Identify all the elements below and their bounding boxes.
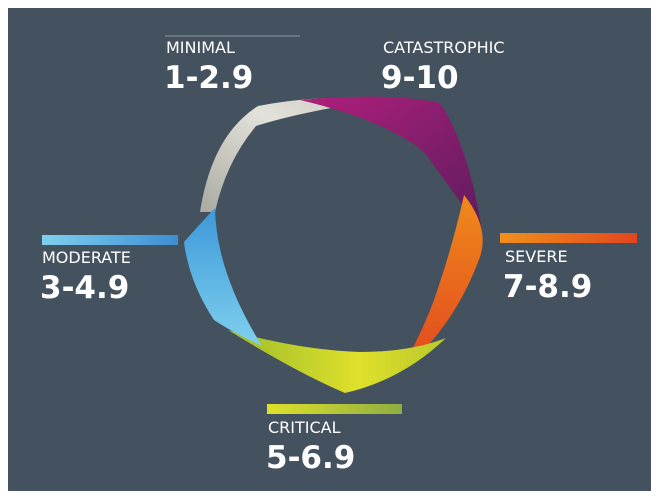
ribbon-moderate [184,208,262,346]
label: SEVERE [505,247,568,266]
bar-severe [500,233,637,243]
label: MINIMAL [166,38,235,57]
range: 7-8.9 [503,269,592,305]
range: 1-2.9 [164,60,253,96]
bar-critical [267,404,402,414]
range: 9-10 [381,60,459,96]
ribbon-minimal [200,98,378,212]
range: 3-4.9 [40,270,129,306]
bar-moderate [42,235,178,245]
ribbon-catastrophic [300,96,482,232]
range: 5-6.9 [266,440,355,476]
label: CRITICAL [268,418,341,437]
label: MODERATE [42,248,131,267]
label: CATASTROPHIC [383,38,505,57]
ribbon-critical [228,330,446,393]
ribbon-severe [400,195,483,372]
